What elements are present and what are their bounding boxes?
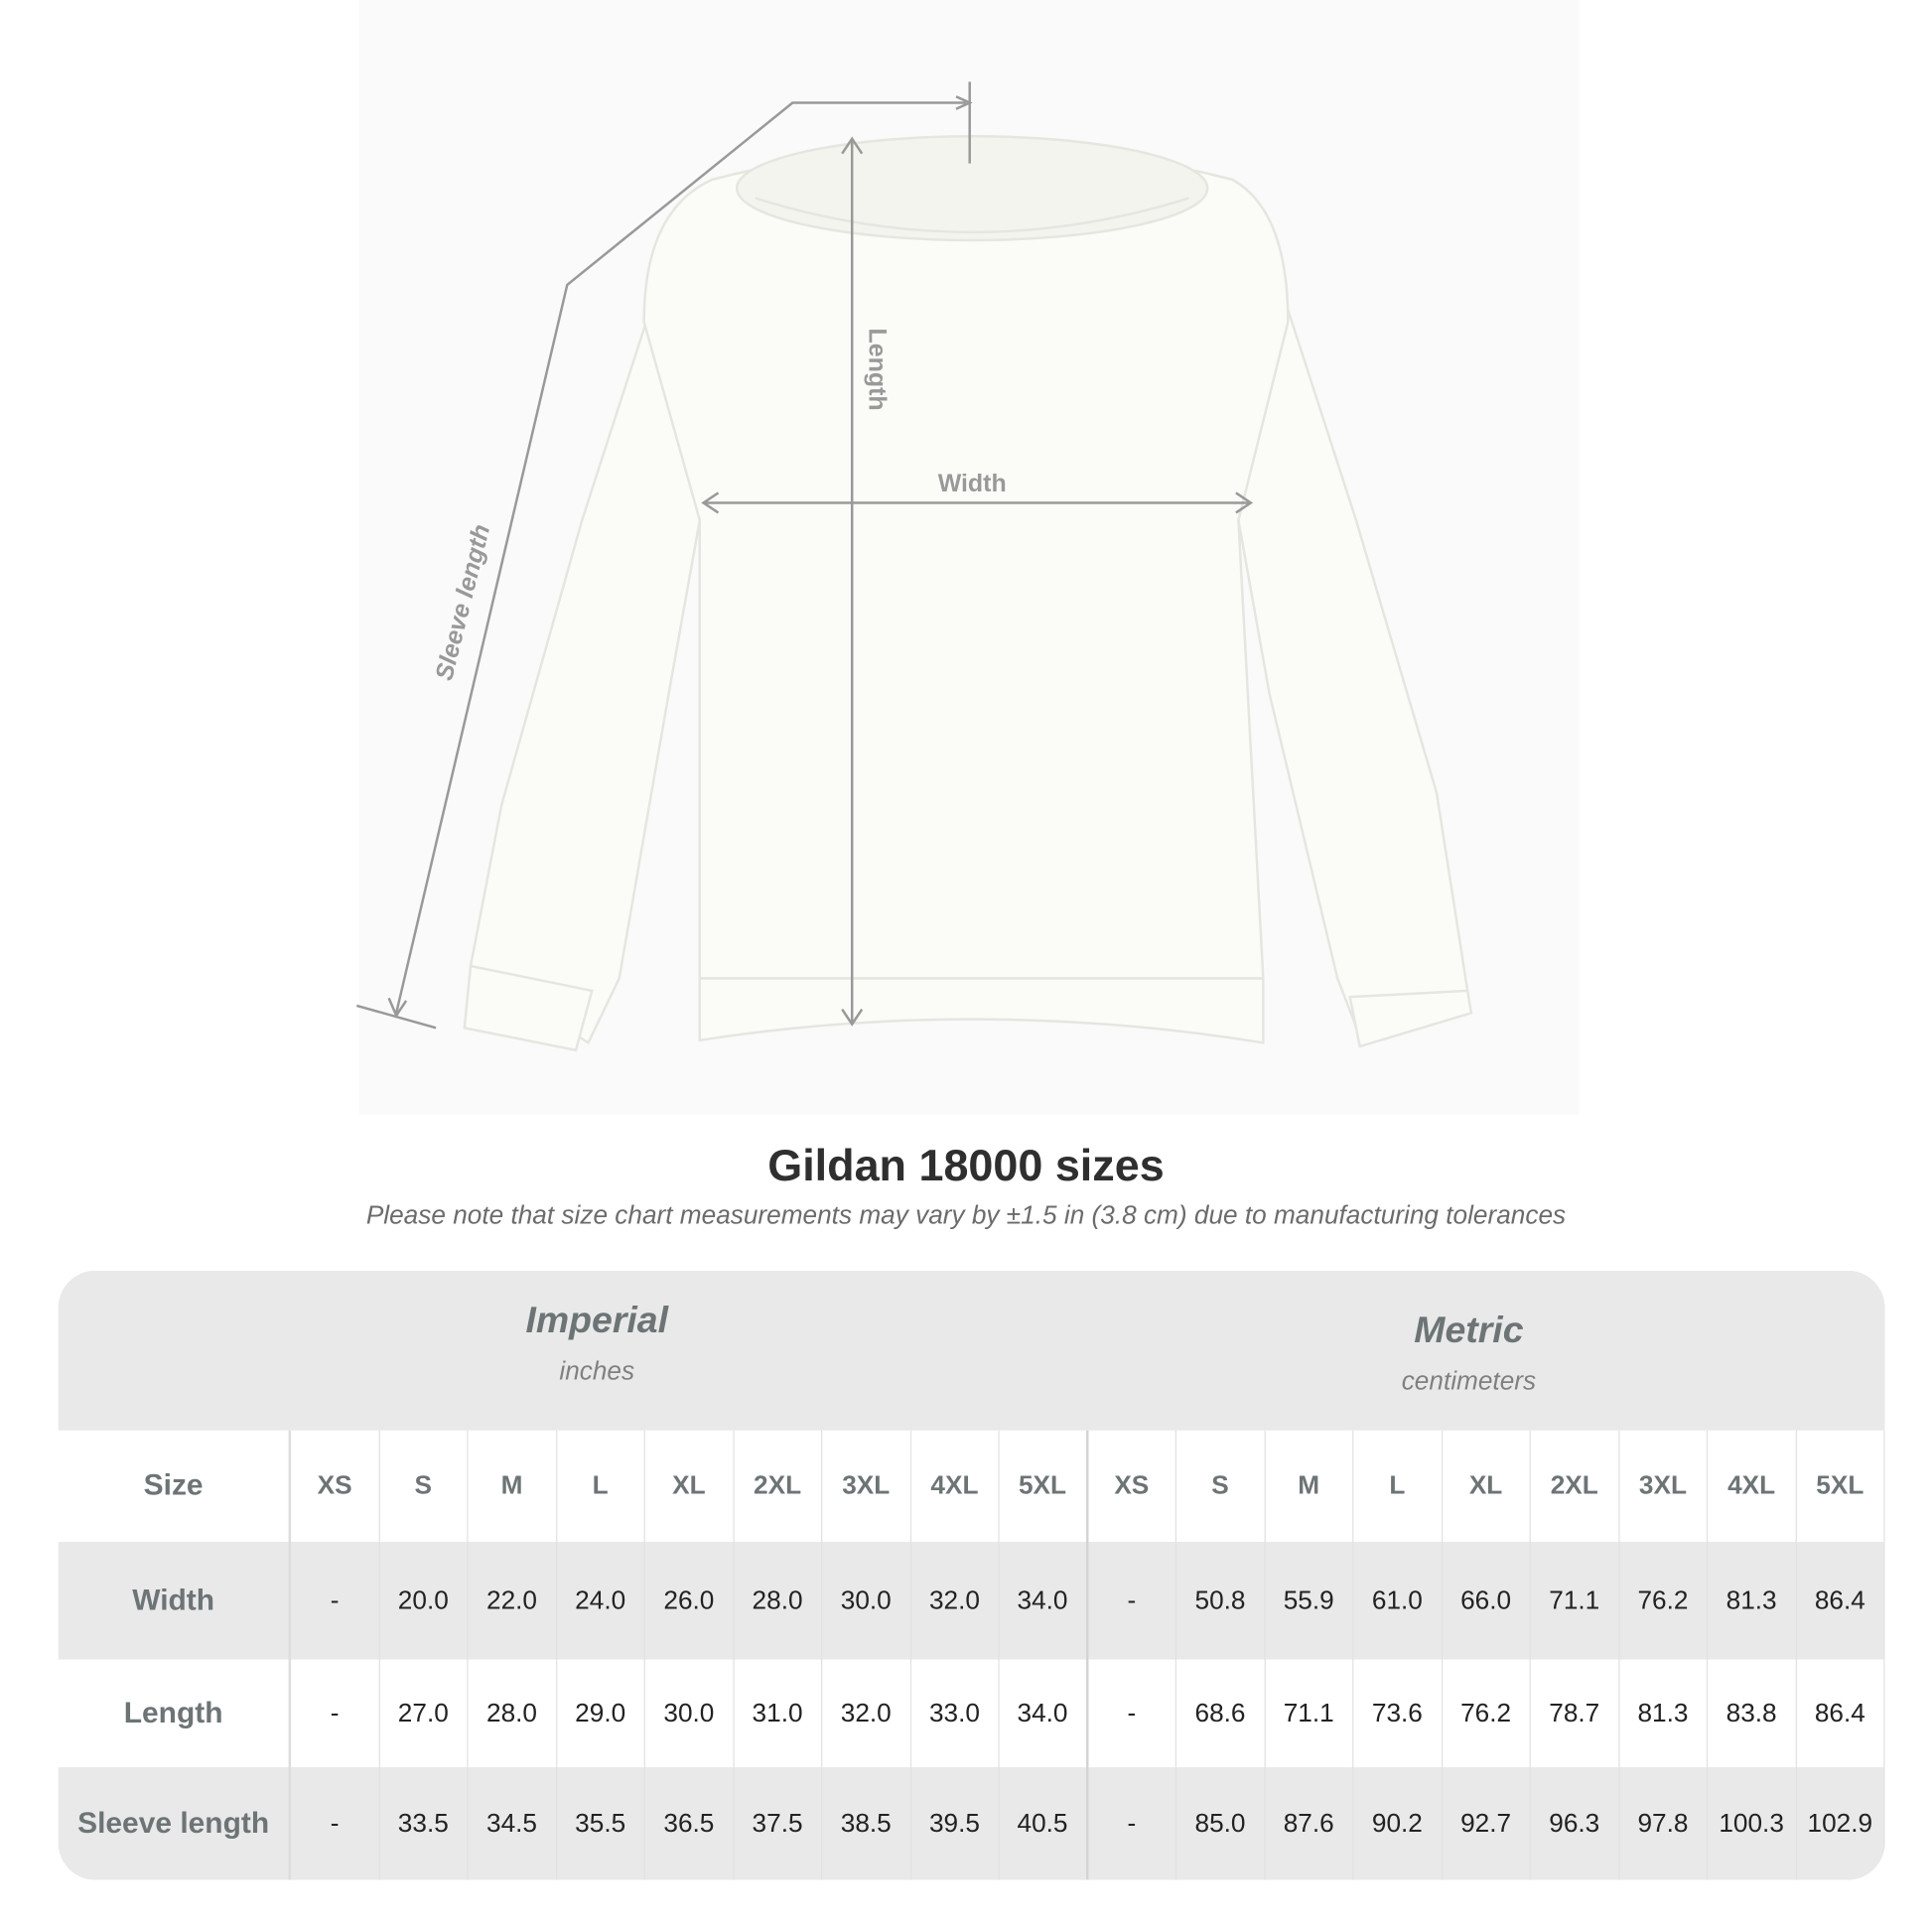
row-label: Sleeve length: [59, 1767, 292, 1880]
imperial-size-header: 3XL: [822, 1430, 911, 1543]
imperial-cell: -: [291, 1767, 380, 1880]
tolerance-note: Please note that size chart measurements…: [365, 1200, 1567, 1230]
metric-cell: 81.3: [1619, 1659, 1709, 1768]
imperial-cell: 39.5: [910, 1767, 1000, 1880]
imperial-cell: 28.0: [734, 1542, 823, 1660]
imperial-size-header: M: [469, 1430, 557, 1543]
metric-cell: 97.8: [1619, 1767, 1709, 1880]
imperial-cell: 27.0: [379, 1659, 469, 1768]
metric-header: Metric centimeters: [1221, 1311, 1717, 1397]
metric-cell: -: [1088, 1659, 1177, 1768]
imperial-cell: 38.5: [822, 1767, 911, 1880]
imperial-size-header: L: [557, 1430, 645, 1543]
imperial-cell: 34.0: [1000, 1542, 1088, 1660]
imperial-cell: 22.0: [469, 1542, 557, 1660]
table-row: Length -27.0 28.0 29.0 30.0 31.0 32.0 33.0 34.0-…: [59, 1659, 1885, 1768]
metric-cell: 76.2: [1443, 1659, 1531, 1768]
imperial-cell: 20.0: [379, 1542, 469, 1660]
imperial-header: Imperial inches: [349, 1301, 845, 1387]
table-header-band: [58, 1270, 1885, 1431]
imperial-cell: 31.0: [734, 1659, 823, 1768]
metric-size-header: 4XL: [1708, 1430, 1797, 1543]
table-row: Width -20.0 22.0 24.0 26.0 28.0 30.0 32.0 34.0-5…: [58, 1542, 1885, 1660]
metric-unit: centimeters: [1401, 1367, 1537, 1396]
metric-cell: 83.8: [1708, 1659, 1797, 1768]
metric-cell: 68.6: [1176, 1659, 1266, 1768]
metric-size-header: 5XL: [1796, 1430, 1885, 1543]
metric-size-header: 2XL: [1531, 1430, 1619, 1543]
metric-cell: 71.1: [1531, 1542, 1619, 1660]
imperial-cell: 28.0: [469, 1659, 557, 1768]
metric-cell: 102.9: [1796, 1767, 1885, 1880]
imperial-cell: 37.5: [734, 1767, 823, 1880]
metric-cell: 55.9: [1265, 1542, 1354, 1660]
metric-cell: 86.4: [1796, 1542, 1885, 1660]
metric-cell: 90.2: [1353, 1767, 1443, 1880]
metric-cell: 81.3: [1708, 1542, 1797, 1660]
imperial-cell: 30.0: [822, 1542, 911, 1660]
imperial-cell: 36.5: [645, 1767, 735, 1880]
metric-size-header: S: [1176, 1430, 1266, 1543]
imperial-size-header: 2XL: [734, 1430, 823, 1543]
metric-cell: 76.2: [1619, 1542, 1709, 1660]
imperial-cell: 34.5: [469, 1767, 557, 1880]
length-label: Length: [864, 329, 892, 411]
imperial-cell: 34.0: [1000, 1659, 1088, 1768]
row-label: Length: [59, 1659, 292, 1768]
imperial-unit: inches: [559, 1357, 635, 1386]
page-title: Gildan 18000 sizes: [767, 1139, 1165, 1190]
metric-cell: 96.3: [1531, 1767, 1619, 1880]
metric-cell: 71.1: [1265, 1659, 1354, 1768]
size-table: Imperial inches Metric centimeters Size X…: [58, 1270, 1885, 1880]
metric-size-header: M: [1265, 1430, 1354, 1543]
imperial-cell: 32.0: [822, 1659, 911, 1768]
imperial-cell: 33.5: [379, 1767, 469, 1880]
metric-cell: 50.8: [1176, 1542, 1266, 1660]
metric-cell: 73.6: [1353, 1659, 1443, 1768]
imperial-cell: 32.0: [910, 1542, 1000, 1660]
imperial-cell: 24.0: [557, 1542, 645, 1660]
metric-cell: 86.4: [1796, 1659, 1885, 1768]
imperial-cell: 30.0: [645, 1659, 735, 1768]
imperial-cell: 40.5: [1000, 1767, 1088, 1880]
metric-cell: 78.7: [1531, 1659, 1619, 1768]
metric-size-header: 3XL: [1619, 1430, 1709, 1543]
table-row: Sleeve length -33.5 34.5 35.5 36.5 37.5 38.5 39…: [58, 1767, 1885, 1880]
metric-cell: 87.6: [1265, 1767, 1354, 1880]
metric-size-header: XS: [1088, 1430, 1177, 1543]
sweatshirt-image: [463, 134, 1473, 1052]
metric-cell: 85.0: [1176, 1767, 1266, 1880]
imperial-size-header: XS: [291, 1430, 380, 1543]
metric-cell: 92.7: [1443, 1767, 1531, 1880]
measurement-lines: [355, 81, 1254, 1030]
imperial-size-header: XL: [645, 1430, 735, 1543]
imperial-cell: 26.0: [645, 1542, 735, 1660]
size-header-row: Size XS S M L XL 2XL 3XL 4XL 5XL XS S M L XL 2XL 3XL 4XL 5…: [59, 1430, 1885, 1543]
imperial-cell: -: [291, 1542, 380, 1660]
metric-cell: 61.0: [1353, 1542, 1443, 1660]
metric-cell: -: [1088, 1542, 1177, 1660]
metric-size-header: XL: [1443, 1430, 1531, 1543]
imperial-size-header: 5XL: [1000, 1430, 1088, 1543]
imperial-cell: 29.0: [557, 1659, 645, 1768]
sweatshirt-diagram: Length Width Sleeve length: [355, 81, 1473, 1052]
row-label: Width: [59, 1542, 292, 1660]
imperial-title: Imperial: [525, 1300, 669, 1341]
metric-cell: -: [1088, 1767, 1177, 1880]
metric-title: Metric: [1414, 1310, 1524, 1351]
width-label: Width: [938, 470, 1007, 497]
imperial-size-header: 4XL: [910, 1430, 1000, 1543]
metric-cell: 100.3: [1708, 1767, 1797, 1880]
imperial-cell: -: [291, 1659, 380, 1768]
row-label: Size: [59, 1430, 292, 1543]
metric-size-header: L: [1353, 1430, 1443, 1543]
metric-cell: 66.0: [1443, 1542, 1531, 1660]
imperial-size-header: S: [379, 1430, 469, 1543]
imperial-cell: 33.0: [910, 1659, 1000, 1768]
imperial-cell: 35.5: [557, 1767, 645, 1880]
